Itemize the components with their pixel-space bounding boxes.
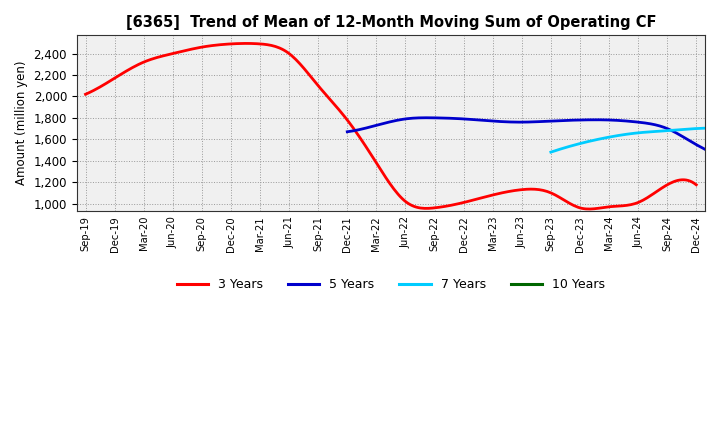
Title: [6365]  Trend of Mean of 12-Month Moving Sum of Operating CF: [6365] Trend of Mean of 12-Month Moving … [125,15,656,30]
Legend: 3 Years, 5 Years, 7 Years, 10 Years: 3 Years, 5 Years, 7 Years, 10 Years [172,273,610,296]
Y-axis label: Amount (million yen): Amount (million yen) [15,61,28,185]
